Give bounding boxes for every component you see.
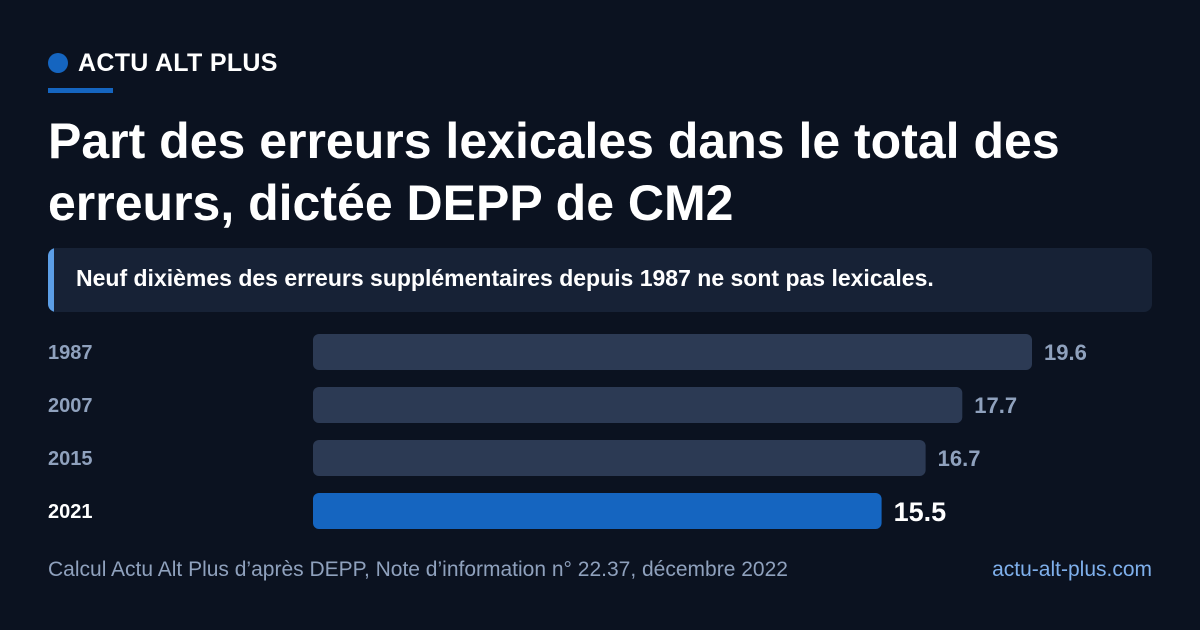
value-label-2015: 16.7 (938, 446, 981, 471)
brand: ACTU ALT PLUS (48, 48, 278, 78)
subtitle-text: Neuf dixièmes des erreurs supplémentaire… (76, 265, 934, 291)
bar-2015 (313, 440, 926, 476)
value-label-2021: 15.5 (894, 497, 947, 527)
site-link[interactable]: actu-alt-plus.com (992, 558, 1152, 581)
subtitle-accent-bar (48, 248, 54, 312)
bar-1987 (313, 334, 1032, 370)
bar-chart: 1987 19.6 2007 17.7 2015 16.7 2021 15.5 (48, 334, 1087, 529)
source-note: Calcul Actu Alt Plus d’après DEPP, Note … (48, 558, 788, 581)
category-label-2015: 2015 (48, 448, 93, 470)
category-label-2007: 2007 (48, 395, 93, 417)
value-label-2007: 17.7 (974, 393, 1017, 418)
brand-name: ACTU ALT PLUS (78, 48, 278, 77)
category-label-1987: 1987 (48, 342, 93, 364)
brand-dot-icon (48, 53, 68, 73)
category-label-2021: 2021 (48, 501, 93, 523)
bar-2007 (313, 387, 963, 423)
bar-2021 (313, 493, 882, 529)
subtitle-callout: Neuf dixièmes des erreurs supplémentaire… (48, 248, 1152, 312)
brand-underline (48, 88, 113, 93)
value-label-1987: 19.6 (1044, 340, 1087, 365)
chart-title: Part des erreurs lexicales dans le total… (48, 113, 1060, 231)
